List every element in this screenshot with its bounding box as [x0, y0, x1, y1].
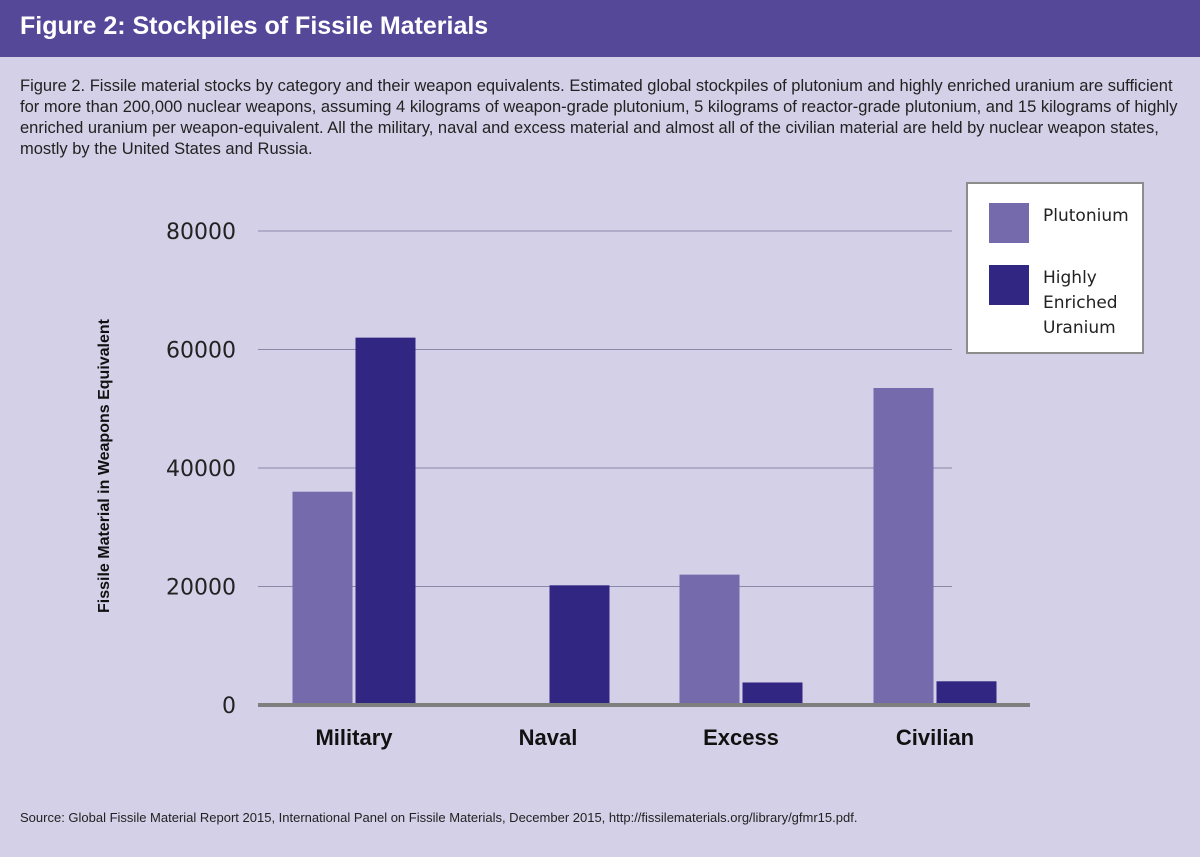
bar-military-heu	[355, 337, 416, 705]
bar-naval-heu	[549, 585, 610, 705]
bar-civilian-heu	[936, 681, 997, 705]
y-tick-label: 60000	[166, 339, 236, 364]
figure-title: Figure 2: Stockpiles of Fissile Material…	[20, 12, 489, 40]
legend-label-heu-line-2: Enriched	[1043, 293, 1118, 313]
figure-source: Source: Global Fissile Material Report 2…	[20, 810, 858, 825]
figure-caption: Figure 2. Fissile material stocks by cat…	[20, 77, 1178, 158]
figure-header: Figure 2: Stockpiles of Fissile Material…	[0, 0, 1200, 57]
bar-civilian-plutonium	[873, 388, 934, 705]
legend-label-plutonium-line-1: Plutonium	[1043, 206, 1129, 226]
x-tick-label: Naval	[519, 725, 578, 750]
bar-excess-heu	[742, 682, 803, 705]
bar-military-plutonium	[292, 491, 353, 705]
y-axis-label: Fissile Material in Weapons Equivalent	[96, 318, 113, 613]
x-tick-label: Military	[315, 725, 393, 750]
bar-chart: 0 20000 40000 60000 80000 Military Naval Excess…	[96, 220, 1030, 750]
y-tick-label: 80000	[166, 220, 236, 245]
x-tick-label: Excess	[703, 725, 779, 750]
y-tick-label: 0	[222, 694, 236, 719]
y-tick-label: 20000	[166, 576, 236, 601]
chart-legend: Plutonium Highly Enriched Uranium	[966, 182, 1144, 354]
legend-label-heu: Highly Enriched Uranium	[1043, 266, 1118, 341]
legend-swatch-plutonium	[989, 203, 1029, 243]
y-tick-label: 40000	[166, 457, 236, 482]
legend-label-heu-line-1: Highly	[1043, 268, 1097, 288]
bar-excess-plutonium	[679, 574, 740, 705]
legend-label-heu-line-3: Uranium	[1043, 318, 1116, 338]
x-tick-label: Civilian	[896, 725, 974, 750]
legend-swatch-heu	[989, 265, 1029, 305]
legend-label-plutonium: Plutonium	[1043, 204, 1129, 229]
